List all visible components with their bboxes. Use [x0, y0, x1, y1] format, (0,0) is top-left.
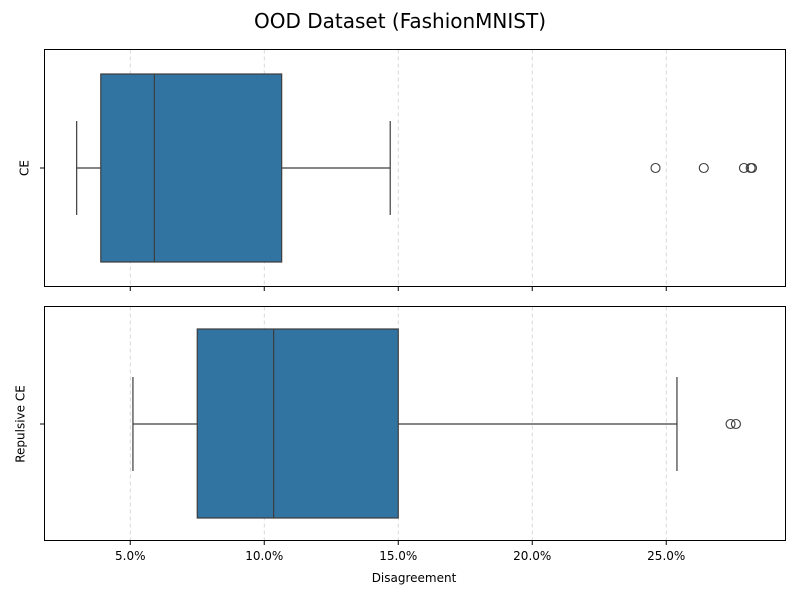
box-plot	[132, 328, 741, 519]
y-axis: CE	[18, 160, 45, 176]
y-category-label: CE	[18, 160, 32, 176]
x-tick-label: 5.0%	[115, 549, 146, 563]
x-tick-label: 15.0%	[379, 549, 417, 563]
chart-title: OOD Dataset (FashionMNIST)	[254, 9, 546, 33]
panel-ce: CE	[18, 49, 786, 291]
y-axis: Repulsive CE	[14, 385, 45, 463]
y-category-label: Repulsive CE	[14, 385, 28, 463]
iqr-box	[100, 73, 283, 263]
outlier-point	[698, 162, 709, 174]
outlier-point	[738, 162, 750, 174]
outlier-point	[746, 162, 758, 174]
outlier-point	[650, 162, 661, 174]
iqr-box	[196, 328, 399, 519]
x-axis-label: Disagreement	[372, 571, 457, 585]
x-tick-label: 20.0%	[513, 549, 551, 563]
x-ticks	[129, 540, 667, 545]
panel-repulsive-ce: Repulsive CE 5.0% 10.0% 15.0% 20.0% 25.0%	[14, 306, 786, 563]
box-plot	[76, 73, 758, 263]
outlier-point	[730, 418, 741, 430]
x-tick-label: 25.0%	[647, 549, 685, 563]
x-tick-label: 10.0%	[245, 549, 283, 563]
outlier-point	[725, 418, 736, 430]
x-tick-labels: 5.0% 10.0% 15.0% 20.0% 25.0%	[115, 549, 685, 563]
x-ticks	[129, 286, 667, 291]
